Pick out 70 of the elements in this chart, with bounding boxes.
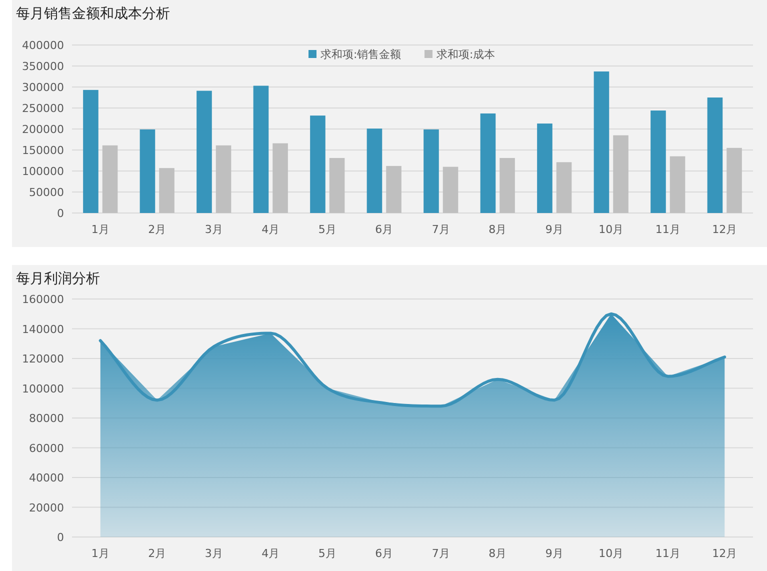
- y-tick-label: 250000: [22, 102, 64, 115]
- bar: [366, 128, 382, 213]
- x-tick-label: 7月: [432, 223, 450, 236]
- x-tick-label: 6月: [375, 223, 394, 236]
- bar: [424, 129, 439, 213]
- y-tick-label: 150000: [22, 144, 64, 157]
- x-tick-label: 11月: [655, 547, 680, 560]
- bar: [196, 90, 212, 213]
- y-tick-label: 60000: [29, 442, 64, 455]
- y-tick-label: 100000: [22, 165, 64, 178]
- bar: [537, 124, 552, 213]
- bar: [310, 116, 326, 213]
- bar: [329, 158, 345, 213]
- y-tick-label: 40000: [29, 472, 64, 484]
- x-tick-label: 6月: [375, 547, 394, 560]
- x-tick-label: 8月: [488, 223, 507, 236]
- x-tick-label: 10月: [598, 547, 624, 560]
- x-tick-label: 12月: [712, 547, 738, 560]
- y-tick-label: 400000: [22, 39, 64, 52]
- x-tick-label: 2月: [148, 223, 166, 236]
- bar: [216, 145, 232, 213]
- x-tick-label: 1月: [91, 547, 110, 560]
- bar: [272, 143, 288, 213]
- bar: [594, 71, 610, 213]
- x-tick-label: 8月: [488, 547, 507, 560]
- y-tick-label: 200000: [22, 123, 64, 136]
- y-tick-label: 80000: [29, 412, 64, 425]
- y-tick-label: 160000: [22, 293, 64, 306]
- x-tick-label: 4月: [262, 547, 280, 560]
- x-tick-label: 9月: [545, 547, 564, 560]
- legend-label: 求和项:成本: [436, 48, 496, 61]
- chart-title: 每月利润分析: [16, 271, 100, 287]
- y-tick-label: 50000: [29, 186, 64, 199]
- y-tick-label: 100000: [22, 382, 64, 396]
- bar: [500, 158, 515, 213]
- y-tick-label: 120000: [22, 352, 64, 366]
- y-tick-label: 300000: [22, 81, 64, 94]
- legend-label: 求和项:销售金额: [320, 48, 402, 61]
- x-tick-label: 7月: [432, 547, 450, 560]
- bar: [556, 162, 572, 213]
- bar: [253, 86, 269, 213]
- x-tick-label: 1月: [91, 223, 110, 236]
- bar: [613, 135, 628, 213]
- bar: [140, 129, 156, 213]
- y-tick-label: 140000: [22, 322, 64, 336]
- bar: [726, 148, 742, 213]
- bar: [102, 145, 118, 213]
- bar: [159, 168, 174, 213]
- x-tick-label: 3月: [204, 223, 223, 236]
- x-tick-label: 12月: [712, 223, 738, 236]
- x-tick-label: 4月: [262, 223, 280, 236]
- bar: [670, 156, 686, 213]
- x-tick-label: 3月: [204, 547, 223, 560]
- bar: [707, 98, 723, 213]
- bar: [480, 113, 496, 213]
- y-tick-label: 350000: [22, 60, 64, 73]
- x-tick-label: 5月: [318, 547, 336, 560]
- x-tick-label: 11月: [655, 223, 680, 236]
- chart-title: 每月销售金额和成本分析: [16, 6, 170, 22]
- bar: [442, 166, 458, 213]
- y-tick-label: 0: [57, 207, 64, 220]
- y-tick-label: 0: [57, 531, 64, 544]
- x-tick-label: 9月: [545, 223, 564, 236]
- y-tick-label: 20000: [29, 501, 64, 514]
- x-tick-label: 10月: [598, 223, 624, 236]
- bar: [386, 166, 402, 213]
- x-tick-label: 5月: [318, 223, 336, 236]
- x-tick-label: 2月: [148, 547, 166, 560]
- bar: [83, 90, 98, 213]
- bar: [650, 110, 666, 213]
